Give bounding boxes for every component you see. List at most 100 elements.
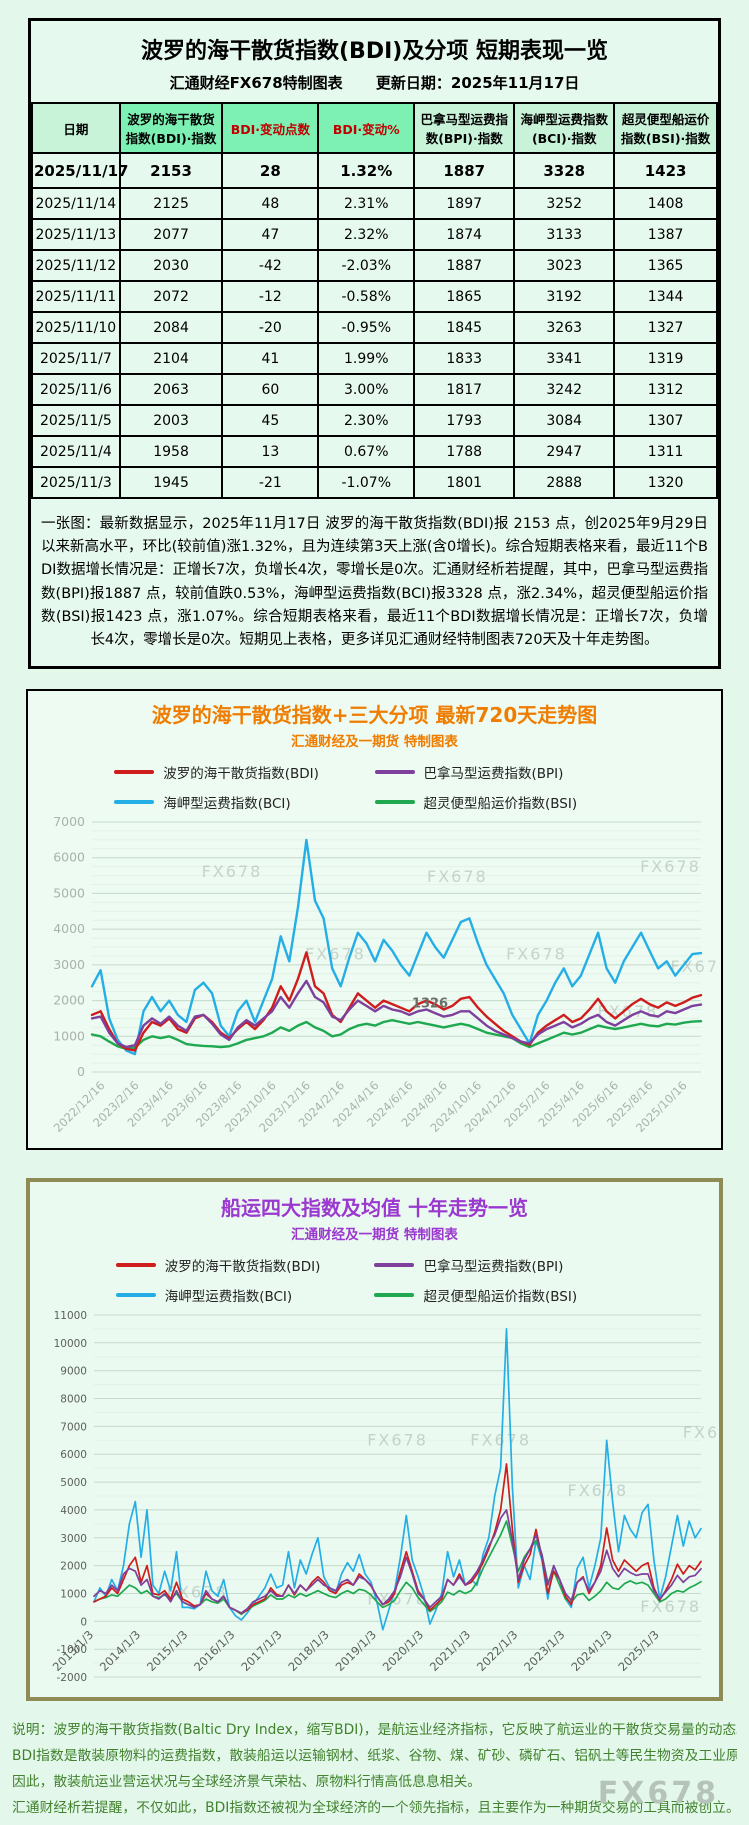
table-cell: 2084	[118, 311, 224, 344]
table-cell: 47	[221, 218, 320, 251]
x-tick-label: 2018/1/3	[285, 1628, 331, 1674]
legend-label-bpi: 巴拿马型运费指数(BPI)	[423, 1259, 564, 1276]
y-tick-label: 3000	[60, 1533, 87, 1545]
chart-watermark: FX678	[683, 1423, 717, 1442]
y-tick-label: 5000	[60, 1477, 87, 1489]
series-line-bci	[93, 1328, 702, 1631]
y-tick-label: 6000	[53, 850, 85, 865]
legend-swatch-bpi	[374, 770, 415, 775]
table-cell: 2072	[118, 280, 224, 313]
table-cell: 2025/11/17	[31, 152, 128, 189]
legend-item-bpi: 巴拿马型运费指数(BPI)	[374, 762, 635, 783]
table-cell: 1311	[613, 435, 718, 468]
table-cell: 48	[221, 187, 320, 220]
table-cell: 2025/11/4	[31, 435, 121, 468]
column-header: 巴拿马型运费指数(BPI)·指数	[413, 102, 516, 154]
legend-label-bpi: 巴拿马型运费指数(BPI)	[423, 766, 564, 783]
y-tick-label: 4000	[53, 921, 85, 936]
source-label: 汇通财经FX678特制图表	[169, 74, 343, 92]
legend-label-bdi: 波罗的海干散货指数(BDI)	[164, 1259, 321, 1276]
legend-swatch-bdi	[115, 1263, 156, 1268]
table-cell: 1312	[613, 373, 718, 406]
table-row: 2025/11/4 1958 13 0.67% 1788 2947 1311	[31, 435, 718, 468]
bdi-short-term-table-section: 波罗的海干散货指数(BDI)及分项 短期表现一览 汇通财经FX678特制图表 更…	[28, 18, 721, 670]
table-row: 2025/11/14 2125 48 2.31% 1897 3252 1408	[31, 187, 718, 220]
table-cell: 1344	[613, 280, 718, 313]
table-cell: 2030	[118, 249, 224, 282]
table-cell: 3.00%	[317, 373, 416, 406]
legend-swatch-bsi	[374, 800, 415, 805]
legend-swatch-bpi	[374, 1263, 415, 1268]
y-tick-label: 0	[77, 1064, 85, 1079]
footer-line: 汇通财经析若提醒，不仅如此，BDI指数还被视为全球经济的一个领先指标，且主要作为…	[12, 1800, 737, 1817]
summary-note: 一张图：最新数据显示，2025年11月17日 波罗的海干散货指数(BDI)报 2…	[41, 516, 708, 648]
chart-720day-subtitle: 汇通财经及一期货 特制图表	[291, 734, 458, 751]
column-header: 日期	[31, 102, 121, 154]
table-cell: 3133	[513, 218, 616, 251]
fx678-watermark: FX678	[597, 1776, 719, 1811]
table-cell: -0.58%	[317, 280, 416, 313]
table-cell: 3341	[513, 342, 616, 375]
chart-720day-legend: 波罗的海干散货指数(BDI) 巴拿马型运费指数(BPI) 海岬型运费指数(BCI) 超…	[114, 762, 635, 812]
y-tick-label: 2000	[60, 1561, 87, 1573]
x-tick-label: 2020/1/3	[380, 1628, 426, 1674]
y-tick-label: 5000	[53, 886, 85, 901]
table-cell: 1833	[413, 342, 516, 375]
chart-watermark: FX678	[427, 867, 488, 886]
y-tick-label: -2000	[56, 1672, 87, 1684]
table-cell: 1845	[413, 311, 516, 344]
table-cell: 1958	[118, 435, 224, 468]
y-tick-label: 8000	[60, 1394, 87, 1406]
update-date-label: 更新日期：2025年11月17日	[375, 74, 580, 92]
table-cell: 1408	[613, 187, 718, 220]
y-tick-label: 2000	[53, 993, 85, 1008]
y-tick-label: 1000	[60, 1589, 87, 1601]
table-cell: 45	[221, 404, 320, 437]
chart-watermark: FX678	[506, 945, 567, 964]
table-cell: 3252	[513, 187, 616, 220]
table-cell: 2025/11/14	[31, 187, 121, 220]
column-header: 超灵便型船运价指数(BSI)·指数	[613, 102, 718, 154]
table-cell: 60	[221, 373, 320, 406]
table-cell: 1423	[613, 152, 718, 189]
table-row: 2025/11/3 1945 -21 -1.07% 1801 2888 1320	[31, 466, 718, 499]
legend-item-bci: 海岬型运费指数(BCI)	[114, 792, 374, 812]
table-subtitle: 汇通财经FX678特制图表 更新日期：2025年11月17日	[31, 67, 718, 102]
table-title: 波罗的海干散货指数(BDI)及分项 短期表现一览	[141, 39, 608, 64]
x-tick-label: 2016/1/3	[191, 1628, 237, 1674]
table-cell: 3263	[513, 311, 616, 344]
table-cell: 0.67%	[317, 435, 416, 468]
y-tick-label: 1000	[53, 1028, 85, 1043]
legend-item-bsi: 超灵便型船运价指数(BSI)	[374, 792, 635, 812]
table-cell: 1945	[118, 466, 224, 499]
footer-line: 因此，散装航运业营运状况与全球经济景气荣枯、原物料行情高低息息相关。	[12, 1774, 482, 1791]
table-cell: 1865	[413, 280, 516, 313]
y-tick-label: -1000	[56, 1644, 87, 1656]
table-cell: 1793	[413, 404, 516, 437]
line-chart-10year: -2000 -1000 0 1000 2000 3000 4000 5000 6000 7000 8…	[50, 1310, 717, 1684]
column-header: 波罗的海干散货指数(BDI)·指数	[118, 102, 224, 154]
legend-item-bdi: 波罗的海干散货指数(BDI)	[115, 1255, 375, 1276]
table-row: 2025/11/7 2104 41 1.99% 1833 3341 1319	[31, 342, 718, 375]
chart-watermark: FX678	[640, 857, 701, 876]
x-tick-label: 2014/1/3	[97, 1628, 143, 1674]
x-tick-label: 2017/1/3	[238, 1628, 284, 1674]
table-cell: 3084	[513, 404, 616, 437]
table-cell: 2125	[118, 187, 224, 220]
table-cell: 2025/11/13	[31, 218, 121, 251]
series-line-bpi	[93, 1509, 702, 1614]
table-cell: 2077	[118, 218, 224, 251]
table-row: 2025/11/17 2153 28 1.32% 1887 3328 1423	[31, 152, 718, 189]
table-cell: 1387	[613, 218, 718, 251]
x-tick-label: 2025/1/3	[615, 1628, 661, 1674]
table-cell: 1801	[413, 466, 516, 499]
footer-line: 说明：波罗的海干散货指数(Baltic Dry Index，缩写BDI)，是航运…	[12, 1722, 737, 1739]
table-cell: 1319	[613, 342, 718, 375]
table-cell: 2025/11/7	[31, 342, 121, 375]
chart-10year-legend: 波罗的海干散货指数(BDI) 巴拿马型运费指数(BPI) 海岬型运费指数(BCI) 超…	[115, 1255, 634, 1305]
table-cell: 2003	[118, 404, 224, 437]
bdi-data-table: 日期 波罗的海干散货指数(BDI)·指数 BDI·变动点数 BDI·变动% 巴拿马型运费…	[31, 102, 718, 499]
table-cell: 2025/11/5	[31, 404, 121, 437]
footer-line: 波罗的海干散货指数(BDI)由35条典型干散货航线组成，分项及权重：40%海岬型…	[12, 1821, 737, 1825]
